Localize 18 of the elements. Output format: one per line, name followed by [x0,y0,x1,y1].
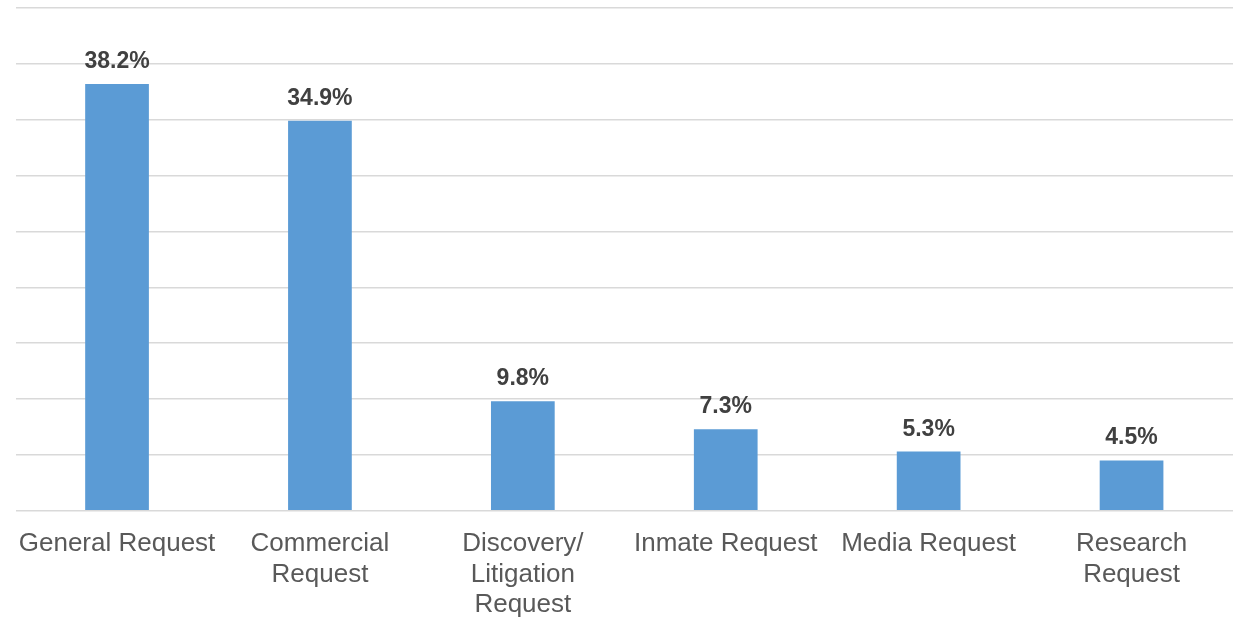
x-tick-label: Research Request [1075,527,1188,588]
data-label: 9.8% [496,364,550,391]
bar [896,451,961,510]
data-label: 4.5% [1105,423,1158,450]
bar [288,120,352,510]
x-tick-label: Inmate Request [633,527,819,558]
data-label: 34.9% [287,83,353,110]
bar [490,401,555,510]
data-label: 38.2% [84,46,150,73]
x-tick-label: Discovery/Litigation Request [462,527,585,618]
bar [1099,460,1164,510]
bar [693,429,758,510]
data-label: 7.3% [699,392,752,419]
x-tick-label: Commercial Request [250,527,390,588]
x-tick-label: Media Request [841,527,1017,558]
bar [85,83,149,510]
data-label: 5.3% [902,414,955,441]
x-tick-label: General Request [18,527,217,558]
